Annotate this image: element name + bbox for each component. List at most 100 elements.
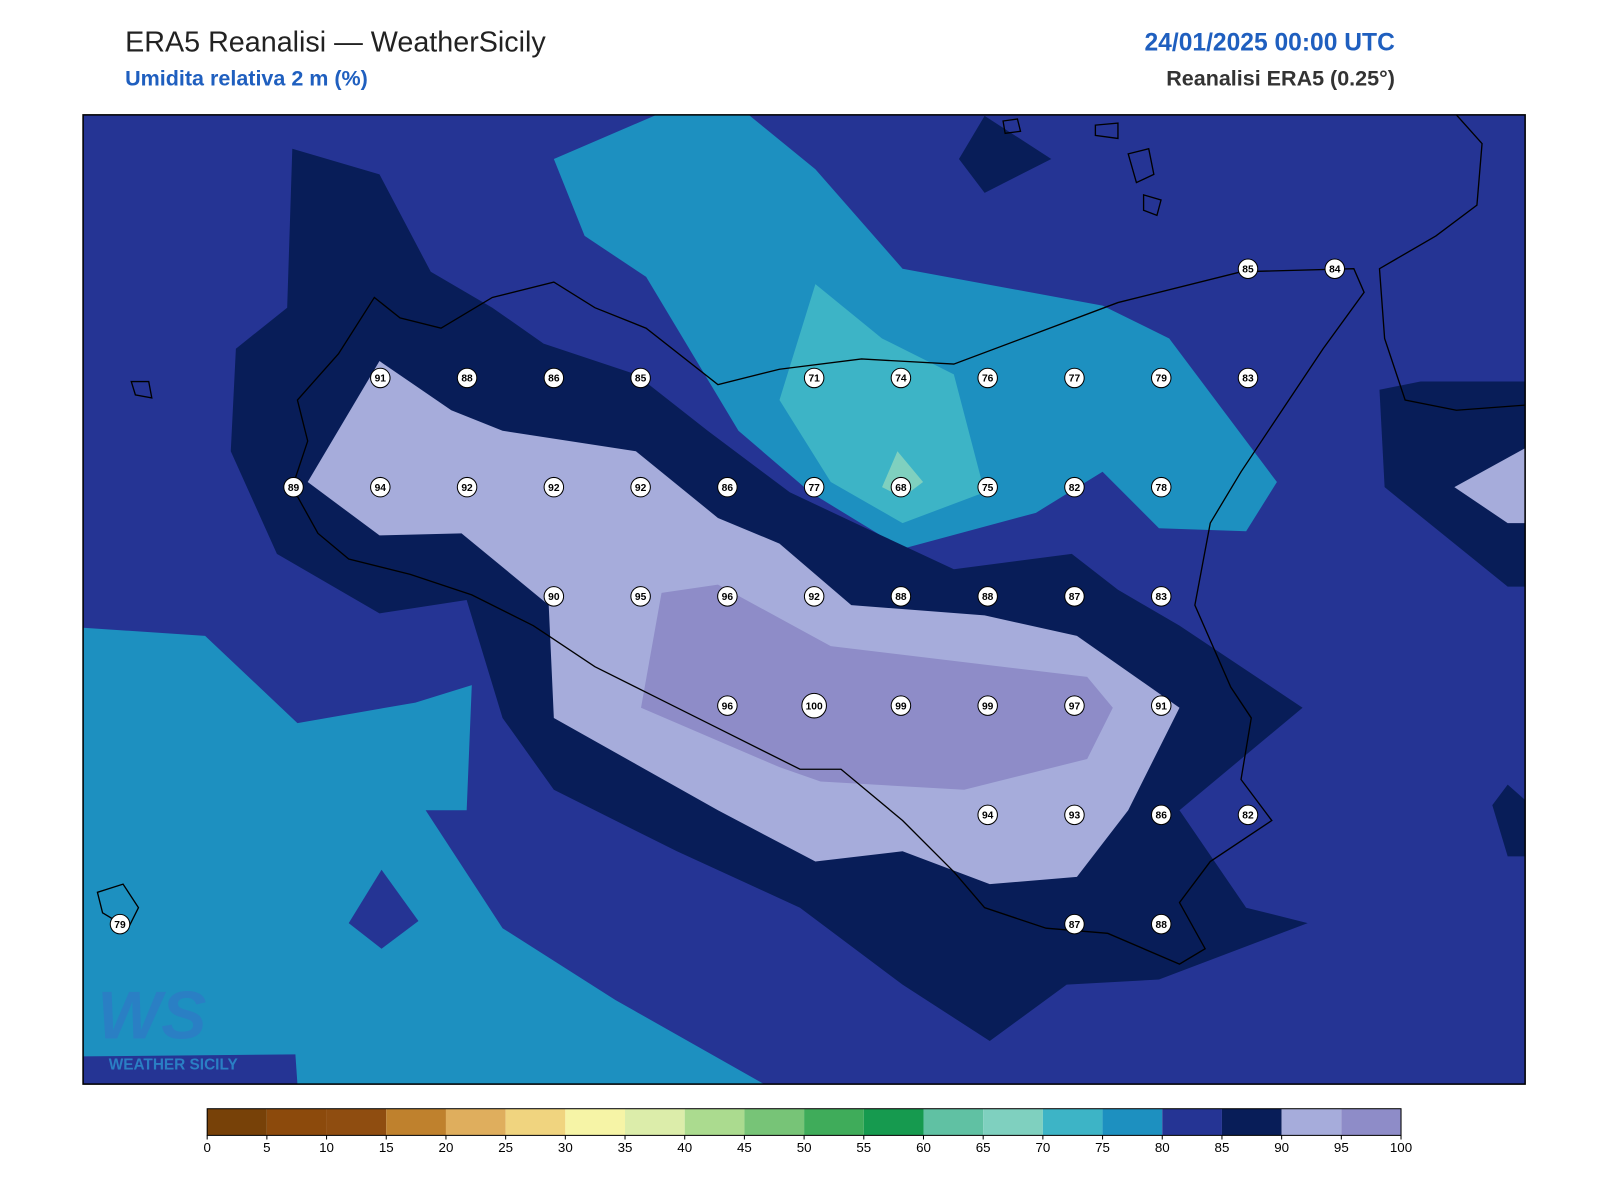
station-value: 92: [461, 483, 473, 494]
station-marker: [890, 695, 912, 716]
station-value: 94: [375, 483, 387, 494]
station-marker: [890, 367, 912, 389]
station-value: 87: [1069, 592, 1081, 603]
station-value: 79: [114, 920, 126, 931]
station-marker: [543, 367, 565, 389]
contour-field: [83, 114, 1526, 1085]
contour-region: [83, 1054, 298, 1085]
station-marker: [1064, 804, 1085, 826]
station-marker: [543, 476, 565, 498]
station-marker: [1150, 367, 1172, 389]
station-marker: [1150, 913, 1172, 935]
station-value: 86: [1156, 811, 1168, 822]
station-marker: [1150, 476, 1172, 498]
station-value: 92: [548, 483, 560, 494]
station-marker: [283, 476, 304, 498]
title: ERA5 Reanalisi — WeatherSicily: [125, 27, 546, 59]
station-marker: [370, 367, 391, 389]
station-value: 92: [635, 483, 647, 494]
station-value: 82: [1242, 811, 1254, 822]
logo: WS WEATHER SICILY: [97, 978, 237, 1073]
station-value: 85: [1242, 264, 1254, 275]
contour-region: [641, 584, 1113, 790]
station-value: 88: [982, 592, 994, 603]
colorbar: 0 5 10 15 20 25 30 35 40 45 50 55 60 65 70 75 80 85 90 95 10…: [203, 1108, 1412, 1155]
colorbar-tick-label: 95: [1334, 1140, 1349, 1155]
station-marker: [977, 476, 998, 498]
station-marker: [801, 692, 827, 719]
station-value: 96: [722, 701, 734, 712]
source: Reanalisi ERA5 (0.25°): [1166, 67, 1395, 91]
colorbar-bin: [565, 1108, 626, 1136]
contour-region: [958, 115, 1052, 193]
station-value: 88: [895, 592, 907, 603]
station-marker: [370, 476, 391, 498]
station-marker: [630, 367, 651, 389]
station-marker: [456, 367, 478, 389]
station-value: 78: [1156, 483, 1168, 494]
station-value: 76: [982, 374, 994, 385]
map-frame: [82, 114, 1526, 1085]
station-value: 88: [461, 374, 473, 385]
station-value: 93: [1069, 811, 1081, 822]
station-marker: [1237, 367, 1259, 389]
colorbar-bin: [445, 1108, 506, 1136]
station-value: 94: [982, 811, 994, 822]
logo-text: WEATHER SICILY: [109, 1057, 238, 1074]
station-value: 99: [895, 701, 907, 712]
station-marker: [803, 586, 825, 607]
contour-region: [553, 114, 1277, 549]
station-value: 88: [1156, 920, 1168, 931]
colorbar-bin: [266, 1108, 327, 1136]
station-marker: [1064, 586, 1085, 607]
islands: [130, 118, 1162, 399]
colorbar-bin: [863, 1108, 924, 1136]
station-marker: [1150, 695, 1172, 716]
station-marker: [1150, 804, 1172, 826]
colorbar-tick-label: 0: [203, 1140, 210, 1155]
colorbar-bin: [207, 1108, 267, 1136]
colorbar-bin: [505, 1108, 566, 1136]
colorbar-tick-label: 75: [1095, 1140, 1110, 1155]
subtitle: Umidita relativa 2 m (%): [125, 67, 368, 91]
contour-region: [1492, 784, 1526, 857]
station-marker: [543, 586, 565, 607]
station-value: 79: [1156, 374, 1168, 385]
colorbar-tick-label: 85: [1215, 1140, 1230, 1155]
station-value: 87: [1069, 920, 1081, 931]
station-marker: [717, 476, 738, 498]
station-marker: [1237, 804, 1259, 826]
colorbar-bin: [804, 1108, 864, 1136]
station-value: 82: [1069, 483, 1081, 494]
colorbar-tick-label: 55: [856, 1140, 871, 1155]
station-marker: [1324, 258, 1346, 279]
colorbar-tick-label: 40: [677, 1140, 692, 1155]
station-marker: [717, 586, 738, 607]
colorbar-tick-label: 20: [439, 1140, 454, 1155]
colorbar-bin: [1102, 1108, 1163, 1136]
colorbar-tick-label: 25: [498, 1140, 513, 1155]
station-marker: [109, 913, 131, 935]
colorbar-tick-label: 60: [916, 1140, 931, 1155]
colorbar-bin: [1042, 1108, 1103, 1136]
station-marker: [630, 476, 651, 498]
station-value: 83: [1242, 374, 1254, 385]
station-value: 100: [806, 701, 823, 712]
colorbar-tick-label: 50: [797, 1140, 812, 1155]
station-marker: [803, 476, 825, 498]
contour-region: [779, 284, 985, 524]
datetime: 24/01/2025 00:00 UTC: [1144, 30, 1395, 57]
station-marker: [1064, 476, 1085, 498]
colorbar-bin: [326, 1108, 387, 1136]
contour-region: [1379, 381, 1526, 587]
colorbar-bin: [1221, 1108, 1282, 1136]
station-marker: [1150, 586, 1172, 607]
colorbar-bin: [983, 1108, 1043, 1136]
station-value: 83: [1156, 592, 1168, 603]
colorbar-bin: [1341, 1108, 1402, 1136]
station-marker: [630, 586, 651, 607]
station-value: 85: [635, 374, 647, 385]
colorbar-tick-label: 30: [558, 1140, 573, 1155]
colorbar-tick-label: 100: [1390, 1140, 1412, 1155]
